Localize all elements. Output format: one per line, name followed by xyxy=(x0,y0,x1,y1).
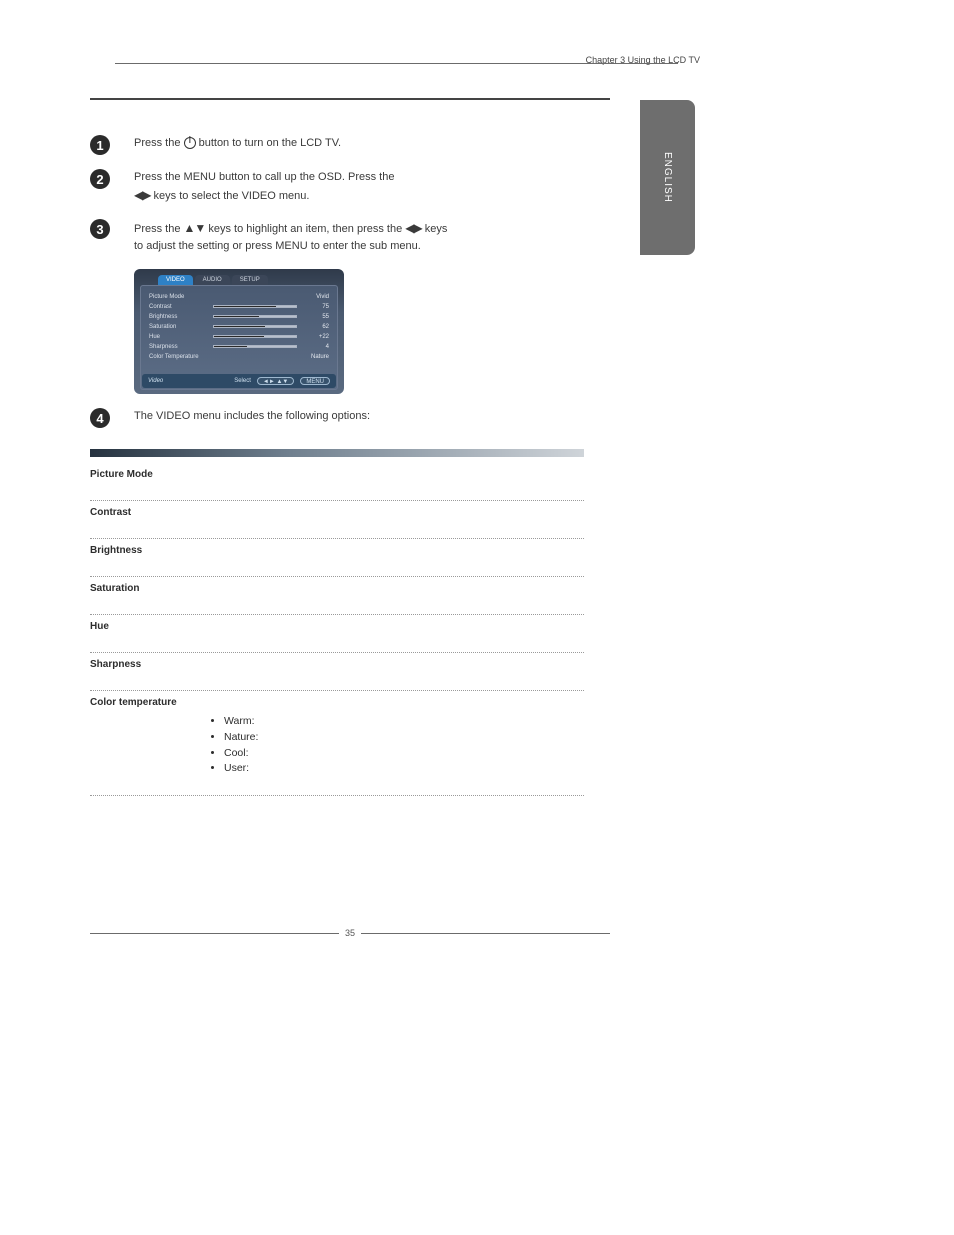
table-term: Contrast xyxy=(90,507,584,518)
osd-row-value: 62 xyxy=(303,324,329,330)
power-icon xyxy=(184,137,196,149)
osd-row: Brightness 55 xyxy=(149,312,329,321)
header-rule xyxy=(115,63,678,64)
text: button to turn on the LCD TV. xyxy=(199,137,341,149)
table-row: Saturation xyxy=(90,577,584,615)
text: to enter the sub menu. xyxy=(311,240,421,252)
text: to adjust the setting or press xyxy=(134,240,275,252)
osd-screenshot: VIDEO AUDIO SETUP Picture Mode Vivid Contr… xyxy=(134,269,344,394)
table-header-bar xyxy=(90,449,584,457)
osd-slider xyxy=(213,325,297,328)
text: keys xyxy=(425,223,448,235)
osd-row-value: 55 xyxy=(303,314,329,320)
osd-row: Sharpness 4 xyxy=(149,342,329,351)
osd-tab-video: VIDEO xyxy=(158,275,193,285)
osd-footer: Video Select ◄► ▲▼ MENU xyxy=(142,374,336,388)
language-tab: ENGLISH xyxy=(640,100,695,255)
text: menu includes the following options: xyxy=(193,410,370,422)
osd-row: Contrast 75 xyxy=(149,302,329,311)
osd-footer-select: Select xyxy=(234,378,251,384)
step-1: 1 Press the button to turn on the LCD TV… xyxy=(90,135,610,155)
footer-rule xyxy=(361,933,610,934)
table-row: Picture Mode xyxy=(90,463,584,501)
page-number: 35 xyxy=(339,928,361,938)
footer-rule xyxy=(90,933,339,934)
osd-slider xyxy=(213,305,297,308)
osd-row: Color Temperature Nature xyxy=(149,352,329,361)
osd-row-label: Sharpness xyxy=(149,344,213,350)
osd-row-value: 75 xyxy=(303,304,329,310)
step-number: 3 xyxy=(90,219,110,239)
osd-row: Saturation 62 xyxy=(149,322,329,331)
table-row: Brightness xyxy=(90,539,584,577)
text: keys to highlight an item, then press th… xyxy=(208,223,405,235)
step-number: 2 xyxy=(90,169,110,189)
table-row: Color temperature Warm:Nature:Cool:User: xyxy=(90,691,584,796)
osd-row-label: Contrast xyxy=(149,304,213,310)
osd-row-value: 4 xyxy=(303,344,329,350)
text: menu. xyxy=(279,190,310,202)
step-2: 2 Press the MENU button to call up the O… xyxy=(90,169,610,205)
table-term: Brightness xyxy=(90,545,584,556)
bullet-item: Cool: xyxy=(224,746,584,762)
step-body: Press the ▲▼ keys to highlight an item, … xyxy=(134,219,610,255)
text: Press the xyxy=(134,171,184,183)
table-term: Hue xyxy=(90,621,584,632)
step-body: Press the button to turn on the LCD TV. xyxy=(134,135,610,152)
table-row: Hue xyxy=(90,615,584,653)
bullet-item: Warm: xyxy=(224,714,584,730)
osd-tabs: VIDEO AUDIO SETUP xyxy=(158,275,338,285)
step-body: The VIDEO menu includes the following op… xyxy=(134,408,610,425)
keyword-menu: MENU xyxy=(275,240,307,252)
text: Press the xyxy=(134,137,184,149)
text: button to call up the OSD. Press the xyxy=(219,171,394,183)
step-number: 4 xyxy=(90,408,110,428)
osd-row-value: +22 xyxy=(303,334,329,340)
text: The xyxy=(134,410,156,422)
arrows-up-down-icon: ▲▼ xyxy=(184,221,206,235)
text: keys to select the xyxy=(154,190,242,202)
osd-row-label: Hue xyxy=(149,334,213,340)
arrows-left-right-icon: ◀▶ xyxy=(134,188,150,202)
osd-slider xyxy=(213,345,297,348)
table-row: Sharpness xyxy=(90,653,584,691)
osd-row-value: Vivid xyxy=(303,294,329,300)
osd-slider xyxy=(213,315,297,318)
osd-tab-audio: AUDIO xyxy=(195,275,230,285)
osd-row: Hue +22 xyxy=(149,332,329,341)
table-term: Saturation xyxy=(90,583,584,594)
bullet-item: Nature: xyxy=(224,730,584,746)
bullet-list: Warm:Nature:Cool:User: xyxy=(210,714,584,777)
step-3: 3 Press the ▲▼ keys to highlight an item… xyxy=(90,219,610,255)
osd-row-value: Nature xyxy=(303,354,329,360)
content-top-rule xyxy=(90,98,610,100)
osd-slider xyxy=(213,335,297,338)
keyword-video: VIDEO xyxy=(156,410,190,422)
step-4: 4 The VIDEO menu includes the following … xyxy=(90,408,610,435)
osd-row: Picture Mode Vivid xyxy=(149,292,329,301)
settings-table: Picture Mode Contrast Brightness Saturation… xyxy=(90,449,584,796)
keyword-video: VIDEO xyxy=(242,190,276,202)
step-body: Press the MENU button to call up the OSD… xyxy=(134,169,610,205)
osd-footer-menu-button: MENU xyxy=(300,377,330,385)
text: Press the xyxy=(134,223,184,235)
bullet-item: User: xyxy=(224,761,584,777)
osd-row-label: Picture Mode xyxy=(149,294,213,300)
osd-row-label: Brightness xyxy=(149,314,213,320)
keyword-menu: MENU xyxy=(184,171,216,183)
step-number: 1 xyxy=(90,135,110,155)
table-term: Color temperature xyxy=(90,697,584,708)
table-term: Picture Mode xyxy=(90,469,584,480)
osd-row-label: Saturation xyxy=(149,324,213,330)
table-row: Contrast xyxy=(90,501,584,539)
osd-row-label: Color Temperature xyxy=(149,354,213,360)
page-footer: 35 xyxy=(90,928,610,938)
osd-footer-label: Video xyxy=(148,378,163,384)
osd-tab-setup: SETUP xyxy=(232,275,268,285)
content-area: 1 Press the button to turn on the LCD TV… xyxy=(90,135,610,796)
arrows-left-right-icon: ◀▶ xyxy=(405,221,421,235)
language-label: ENGLISH xyxy=(662,152,673,203)
table-term: Sharpness xyxy=(90,659,584,670)
osd-footer-nav-button: ◄► ▲▼ xyxy=(257,377,294,385)
